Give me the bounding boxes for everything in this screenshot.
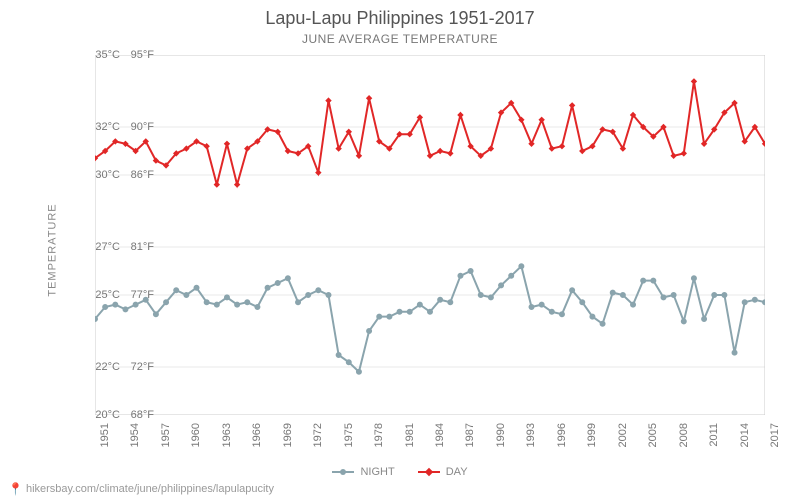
ytick-c: 22°C — [80, 361, 120, 373]
xtick: 1963 — [221, 423, 233, 447]
legend-swatch-night — [332, 471, 354, 473]
ytick-c: 25°C — [80, 289, 120, 301]
xtick: 1981 — [404, 423, 416, 447]
legend-item-day: DAY — [418, 466, 468, 478]
legend: NIGHT DAY — [0, 464, 800, 478]
ytick-f: 77°F — [124, 289, 154, 301]
xtick: 1984 — [434, 423, 446, 447]
footer: 📍 hikersbay.com/climate/june/philippines… — [8, 482, 274, 496]
ytick-f: 95°F — [124, 49, 154, 61]
legend-label-night: NIGHT — [360, 466, 394, 478]
legend-item-night: NIGHT — [332, 466, 394, 478]
legend-label-day: DAY — [446, 466, 468, 478]
xtick: 2008 — [678, 423, 690, 447]
xtick: 1966 — [251, 423, 263, 447]
ytick-f: 90°F — [124, 121, 154, 133]
ytick-f: 81°F — [124, 241, 154, 253]
ytick-c: 35°C — [80, 49, 120, 61]
ytick-f: 68°F — [124, 409, 154, 421]
map-pin-icon: 📍 — [8, 482, 23, 496]
xtick: 1996 — [556, 423, 568, 447]
ytick-f: 86°F — [124, 169, 154, 181]
xtick: 1999 — [586, 423, 598, 447]
ytick-c: 32°C — [80, 121, 120, 133]
xtick: 1972 — [312, 423, 324, 447]
xtick: 1957 — [160, 423, 172, 447]
ytick-c: 27°C — [80, 241, 120, 253]
ytick-c: 30°C — [80, 169, 120, 181]
xtick: 1987 — [464, 423, 476, 447]
temperature-chart: Lapu-Lapu Philippines 1951-2017 JUNE AVE… — [0, 0, 800, 500]
ytick-c: 20°C — [80, 409, 120, 421]
legend-swatch-day — [418, 471, 440, 473]
xtick: 2017 — [769, 423, 781, 447]
xtick: 1993 — [525, 423, 537, 447]
xtick: 1969 — [282, 423, 294, 447]
xtick: 2005 — [647, 423, 659, 447]
xtick: 2002 — [617, 423, 629, 447]
diamond-icon — [424, 468, 432, 476]
chart-svg — [95, 55, 765, 415]
footer-text: hikersbay.com/climate/june/philippines/l… — [26, 483, 274, 495]
xtick: 1978 — [373, 423, 385, 447]
plot-area — [95, 55, 765, 415]
y-axis-label: TEMPERATURE — [47, 203, 59, 296]
xtick: 2011 — [708, 423, 720, 447]
xtick: 1951 — [99, 423, 111, 447]
chart-subtitle: JUNE AVERAGE TEMPERATURE — [0, 32, 800, 46]
ytick-f: 72°F — [124, 361, 154, 373]
circle-icon — [340, 469, 346, 475]
xtick: 1954 — [129, 423, 141, 447]
xtick: 1990 — [495, 423, 507, 447]
xtick: 2014 — [739, 423, 751, 447]
chart-title: Lapu-Lapu Philippines 1951-2017 — [0, 8, 800, 29]
xtick: 1975 — [343, 423, 355, 447]
xtick: 1960 — [190, 423, 202, 447]
